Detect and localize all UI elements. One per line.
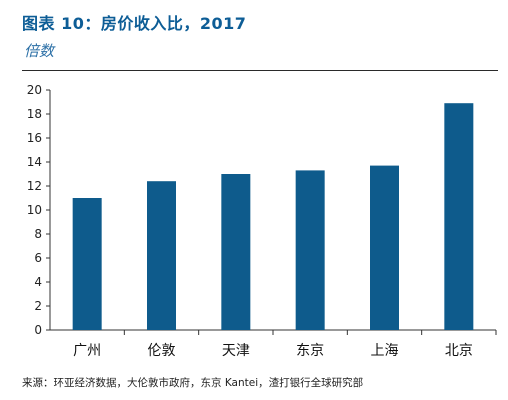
title-divider — [22, 70, 498, 71]
bar-5 — [444, 103, 474, 330]
y-tick-label: 6 — [34, 251, 42, 265]
y-tick-label: 4 — [34, 275, 42, 289]
y-tick-label: 14 — [27, 155, 42, 169]
x-tick-label: 上海 — [371, 343, 399, 359]
y-tick-label: 2 — [34, 299, 42, 313]
y-tick-label: 18 — [27, 107, 42, 121]
x-tick-label: 北京 — [445, 343, 473, 359]
bar-1 — [147, 181, 176, 330]
chart-unit-label: 倍数 — [24, 42, 55, 60]
y-tick-label: 12 — [27, 179, 42, 193]
y-tick-label: 8 — [34, 227, 42, 241]
x-tick-label: 伦敦 — [148, 343, 176, 359]
bar-2 — [221, 174, 251, 330]
y-tick-label: 10 — [27, 203, 42, 217]
source-note: 来源：环亚经济数据，大伦敦市政府，东京 Kantei，渣打银行全球研究部 — [22, 377, 364, 389]
x-tick-label: 东京 — [296, 343, 324, 359]
bar-0 — [72, 198, 102, 330]
y-tick-label: 16 — [27, 131, 42, 145]
bar-4 — [370, 165, 399, 330]
bar-3 — [295, 170, 325, 330]
x-tick-label: 天津 — [222, 343, 250, 359]
x-tick-label: 广州 — [73, 343, 101, 359]
chart-title: 图表 10：房价收入比，2017 — [22, 14, 247, 33]
y-tick-label: 0 — [34, 323, 42, 337]
y-tick-label: 20 — [27, 83, 42, 97]
